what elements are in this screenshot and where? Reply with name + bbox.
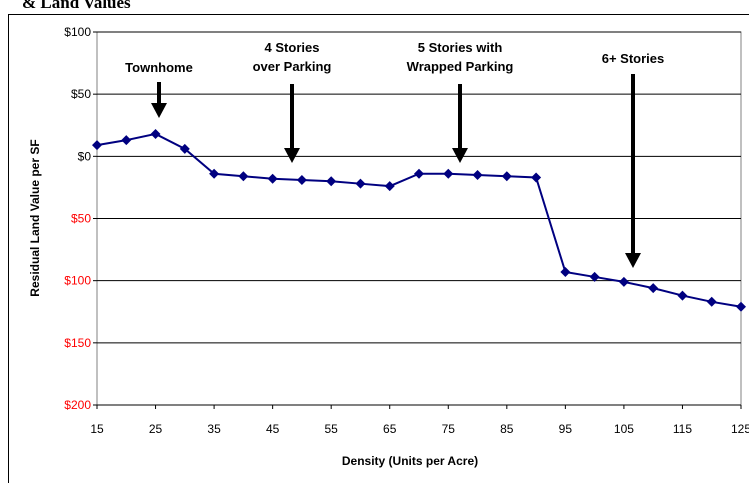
y-tick-label: $0 <box>78 149 92 163</box>
x-tick-label: 95 <box>559 422 573 436</box>
y-tick-label: $100 <box>64 274 91 288</box>
x-tick-label: 85 <box>500 422 514 436</box>
x-tick-label: 35 <box>207 422 221 436</box>
data-point <box>384 181 395 192</box>
annotation-text: 6+ Stories <box>602 51 665 66</box>
x-tick-label: 45 <box>266 422 280 436</box>
data-point <box>648 283 659 294</box>
x-tick-label: 15 <box>90 422 104 436</box>
y-tick-label: $100 <box>64 25 91 39</box>
data-point <box>179 143 190 154</box>
annotation-arrowhead <box>452 148 468 163</box>
data-point <box>238 171 249 182</box>
data-point <box>736 301 746 312</box>
data-point <box>121 135 132 146</box>
annotation-text: 5 Stories with <box>418 40 503 55</box>
data-point <box>414 168 424 179</box>
x-tick-label: 125 <box>731 422 749 436</box>
y-tick-label: $150 <box>64 336 91 350</box>
annotation-arrowhead <box>151 103 167 118</box>
x-tick-label: 75 <box>442 422 456 436</box>
annotation-text: 4 Stories <box>265 40 320 55</box>
data-point <box>209 168 220 179</box>
data-point <box>706 296 717 307</box>
x-tick-label: 55 <box>325 422 339 436</box>
data-point <box>531 172 542 183</box>
x-tick-label: 105 <box>614 422 634 436</box>
x-axis-label: Density (Units per Acre) <box>342 454 478 468</box>
data-point <box>355 178 366 189</box>
data-point <box>472 169 483 180</box>
y-axis-label: Residual Land Value per SF <box>28 139 42 296</box>
annotation-arrowhead <box>625 253 641 268</box>
data-point <box>326 176 337 187</box>
data-point <box>589 271 600 282</box>
annotation-arrowhead <box>284 148 300 163</box>
x-tick-label: 65 <box>383 422 397 436</box>
data-point <box>677 290 688 301</box>
y-tick-label: $50 <box>71 87 91 101</box>
data-point <box>560 266 571 277</box>
data-point <box>267 173 278 184</box>
y-tick-label: $50 <box>71 212 91 226</box>
annotation-text: Townhome <box>125 60 193 75</box>
annotation-text: over Parking <box>253 59 332 74</box>
data-point <box>92 140 102 151</box>
x-tick-label: 25 <box>149 422 163 436</box>
data-point <box>296 174 307 185</box>
x-tick-label: 115 <box>673 422 692 436</box>
chart-frame <box>8 14 749 483</box>
data-point <box>443 168 454 179</box>
data-point <box>501 171 512 182</box>
data-point <box>618 276 629 287</box>
chart-title: & Land Values <box>22 0 131 12</box>
annotation-text: Wrapped Parking <box>407 59 514 74</box>
data-point <box>150 128 161 139</box>
y-tick-label: $200 <box>64 398 91 412</box>
